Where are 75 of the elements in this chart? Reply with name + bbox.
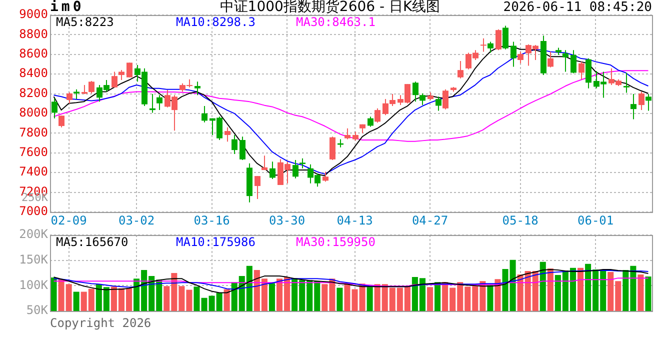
y-tick-label: 100K bbox=[19, 278, 49, 292]
candlestick bbox=[502, 25, 508, 50]
y-tick-label: 7400 bbox=[19, 164, 48, 179]
text: MA10:8298.3 bbox=[176, 15, 256, 30]
candlestick bbox=[52, 98, 58, 119]
text: MA30:8463.1 bbox=[296, 15, 376, 30]
candlestick bbox=[548, 51, 554, 68]
candlestick bbox=[368, 116, 374, 128]
y-tick-label: 150K bbox=[19, 252, 49, 266]
candlestick bbox=[322, 171, 328, 182]
y-tick-label: 8200 bbox=[19, 86, 48, 100]
candlestick bbox=[646, 93, 652, 112]
candlestick bbox=[270, 161, 276, 180]
candlestick bbox=[126, 62, 132, 78]
candlestick bbox=[488, 41, 494, 54]
x-tick-label: 03-30 bbox=[268, 213, 306, 228]
candlestick bbox=[412, 81, 418, 102]
candlestick bbox=[518, 51, 524, 64]
candlestick bbox=[156, 94, 162, 111]
candlestick bbox=[624, 72, 630, 94]
candlestick bbox=[442, 88, 448, 110]
x-tick-label: 06-01 bbox=[578, 213, 614, 228]
candlestick bbox=[344, 128, 350, 140]
text: MA10:175986 bbox=[176, 235, 256, 250]
candlestick bbox=[292, 159, 298, 179]
x-tick-label: 03-16 bbox=[194, 213, 230, 228]
candlestick bbox=[436, 96, 442, 112]
candlestick bbox=[510, 41, 516, 68]
candlestick bbox=[194, 81, 200, 96]
text: MA30:159950 bbox=[296, 235, 376, 250]
candlestick bbox=[74, 88, 80, 100]
candlestick bbox=[570, 50, 576, 74]
candlestick bbox=[66, 92, 72, 104]
candlestick bbox=[232, 134, 238, 154]
x-tick-label: 03-02 bbox=[118, 213, 155, 228]
candlestick bbox=[578, 61, 584, 80]
candlestick bbox=[586, 58, 592, 89]
y-tick-label: 8800 bbox=[19, 26, 48, 41]
candlestick bbox=[374, 108, 380, 124]
text: MA5:165670 bbox=[56, 235, 128, 250]
candlestick bbox=[562, 50, 568, 72]
candlestick bbox=[330, 136, 336, 160]
x-tick-label: 05-18 bbox=[502, 213, 538, 228]
y-tick-label: 7800 bbox=[19, 125, 48, 140]
x-tick-label: 02-09 bbox=[50, 213, 87, 228]
candlestick bbox=[202, 106, 208, 123]
candlestick bbox=[112, 71, 118, 88]
y-tick-label: 7600 bbox=[19, 145, 48, 160]
y-tick-label: 8400 bbox=[19, 66, 48, 80]
candlestick bbox=[240, 136, 246, 160]
text: Copyright 2026 bbox=[50, 316, 152, 330]
y-tick-label: 7000 bbox=[19, 204, 48, 218]
candlestick bbox=[300, 158, 306, 169]
candlestick bbox=[480, 38, 486, 52]
candlestick bbox=[224, 126, 230, 142]
y-tick-label: 9000 bbox=[19, 7, 48, 22]
x-tick-label: 04-13 bbox=[336, 213, 373, 228]
x-tick-label: 04-27 bbox=[412, 213, 448, 228]
y-tick-label: 50K bbox=[26, 303, 49, 318]
y-tick-label: 8600 bbox=[19, 46, 48, 61]
candlestick bbox=[630, 93, 636, 120]
candlestick bbox=[58, 115, 64, 128]
candlestick bbox=[638, 91, 644, 111]
text: MA5:8223 bbox=[56, 15, 114, 30]
candlestick bbox=[118, 70, 124, 81]
y-tick-label: 200K bbox=[19, 227, 49, 242]
candlestick bbox=[150, 93, 156, 114]
candlestick bbox=[254, 176, 260, 200]
candlestick bbox=[262, 155, 268, 171]
candlestick bbox=[458, 60, 464, 79]
annotation: 2026-06-11 08:45:20 bbox=[503, 0, 652, 15]
y-tick-label: 8000 bbox=[19, 106, 48, 120]
candlestick bbox=[496, 28, 502, 51]
candlestick bbox=[88, 80, 94, 94]
candlestick bbox=[420, 92, 426, 106]
